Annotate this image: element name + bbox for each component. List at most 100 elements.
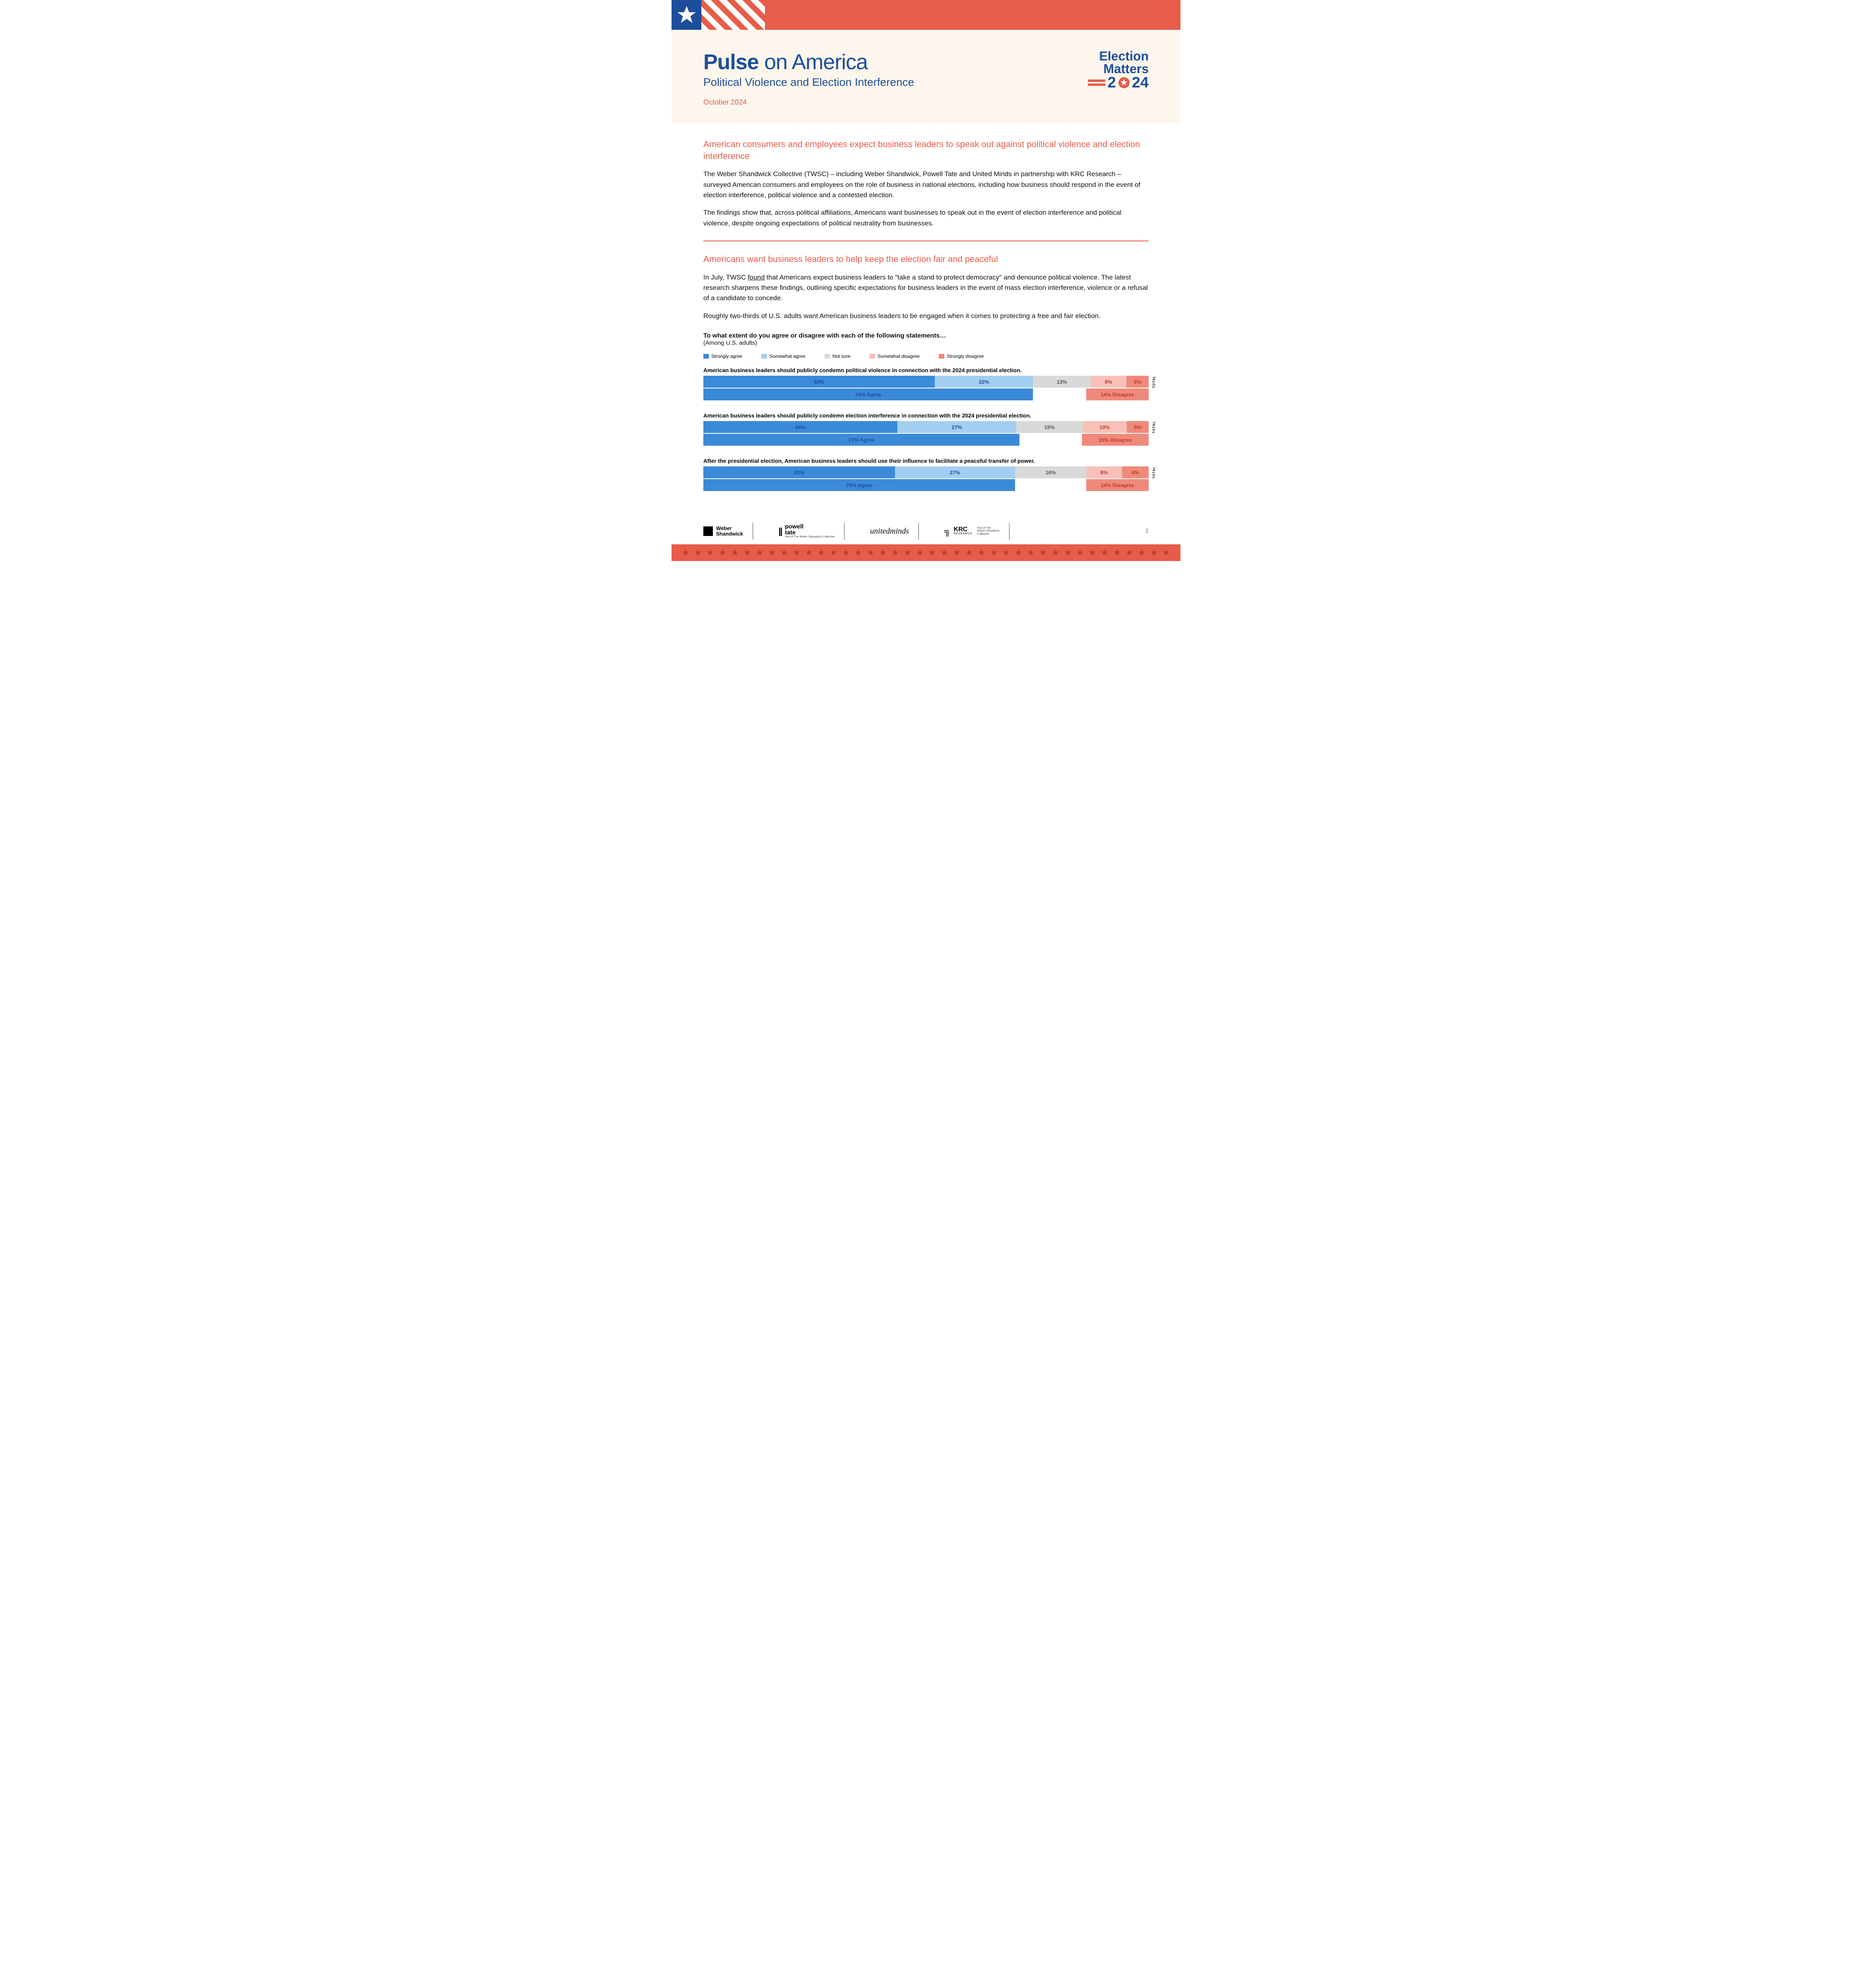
footer-star-icon: ★ xyxy=(682,547,690,558)
disagree-summary: 14% Disagree xyxy=(1086,479,1149,491)
bar-segment: 22% xyxy=(935,376,1033,388)
flag-star-block xyxy=(672,0,701,30)
logo-year-a: 2 xyxy=(1108,75,1116,90)
pt-sub: Part of The Weber Shandwick Collective xyxy=(785,536,835,539)
total-label: TOTAL xyxy=(1152,466,1156,479)
found-link[interactable]: found xyxy=(748,274,765,281)
bar-segment: 27% xyxy=(897,421,1016,433)
page-number: 1 xyxy=(1145,528,1149,535)
weber-shandwick-logo: WeberShandwick xyxy=(703,523,753,540)
bar-segment: 27% xyxy=(895,466,1015,478)
krc-sub: RESEARCH xyxy=(954,532,973,535)
header: Pulse on America Political Violence and … xyxy=(672,30,1180,122)
title-bold: Pulse xyxy=(703,50,759,74)
total-label: TOTAL xyxy=(1152,376,1156,388)
footer-star-icon: ★ xyxy=(817,547,825,558)
bar-detail-row: 52%22%13%8%5% xyxy=(703,376,1149,388)
footer-star-icon: ★ xyxy=(719,547,727,558)
footer-star-icon: ★ xyxy=(1002,547,1010,558)
title-group: Pulse on America Political Violence and … xyxy=(703,50,914,107)
p1b: that Americans expect business leaders t… xyxy=(703,274,1148,302)
footer-star-icon: ★ xyxy=(1150,547,1158,558)
legend-label: Somewhat agree xyxy=(769,353,806,359)
unitedminds-logo: unitedminds xyxy=(860,523,919,540)
footer-star-icon: ★ xyxy=(780,547,788,558)
krc-text: KRC xyxy=(954,527,973,532)
footer-star-icon: ★ xyxy=(1064,547,1072,558)
legend-swatch xyxy=(761,354,767,359)
legend-label: Not sure xyxy=(833,353,850,359)
bar-segment: 5% xyxy=(1127,421,1149,433)
krc-icon: ╗ xyxy=(944,526,951,536)
total-label: TOTAL xyxy=(1152,421,1156,433)
footer-star-icon: ★ xyxy=(1027,547,1035,558)
footer-star-icon: ★ xyxy=(756,547,764,558)
section1-head: American consumers and employees expect … xyxy=(703,138,1149,162)
bars-container: American business leaders should publicl… xyxy=(703,367,1149,491)
legend-item: Strongly disagree xyxy=(939,353,984,359)
bar-segment: 8% xyxy=(1091,376,1126,388)
date-line: October 2024 xyxy=(703,98,914,107)
bar-segment: 10% xyxy=(1083,421,1127,433)
bar-segment: 16% xyxy=(1015,466,1086,478)
footer-star-icon: ★ xyxy=(731,547,739,558)
bar-summary-row: 70% Agree 14% Disagree xyxy=(703,479,1149,491)
legend-swatch xyxy=(870,354,875,359)
flag-stripes-block xyxy=(701,0,765,30)
bar-detail-row: 44%27%15%10%5% xyxy=(703,421,1149,433)
footer-star-icon: ★ xyxy=(1101,547,1109,558)
bar-segment: 8% xyxy=(1086,466,1122,478)
bar-label: American business leaders should publicl… xyxy=(703,412,1149,419)
legend-swatch xyxy=(703,354,709,359)
chart-title: To what extent do you agree or disagree … xyxy=(703,332,1149,340)
footer-logos: WeberShandwick || powelltate Part of The… xyxy=(672,511,1180,544)
bar-segment: 43% xyxy=(703,466,895,478)
footer-star-icon: ★ xyxy=(1163,547,1171,558)
summary-gap xyxy=(1033,388,1086,400)
content: American consumers and employees expect … xyxy=(672,122,1180,511)
bar-label: American business leaders should publicl… xyxy=(703,367,1149,373)
legend-item: Somewhat disagree xyxy=(870,353,920,359)
footer-star-icon: ★ xyxy=(1052,547,1060,558)
krc-logo: ╗ KRC RESEARCH Part of TheWeber Shandwic… xyxy=(935,523,1009,540)
krc-tag: Part of TheWeber ShandwickCollective xyxy=(977,527,1000,536)
section2-head: Americans want business leaders to help … xyxy=(703,253,1149,265)
footer-star-icon: ★ xyxy=(867,547,875,558)
footer-star-icon: ★ xyxy=(1113,547,1121,558)
footer-star-icon: ★ xyxy=(744,547,751,558)
footer-star-icon: ★ xyxy=(978,547,986,558)
footer-star-icon: ★ xyxy=(990,547,998,558)
summary-gap xyxy=(1019,434,1082,446)
legend-swatch xyxy=(825,354,830,359)
footer-star-icon: ★ xyxy=(965,547,973,558)
pt-icon: || xyxy=(778,526,782,536)
bar-group: American business leaders should publicl… xyxy=(703,367,1149,400)
footer-star-icon: ★ xyxy=(842,547,850,558)
footer-star-icon: ★ xyxy=(830,547,838,558)
legend-item: Strongly agree xyxy=(703,353,742,359)
bar-segment: 15% xyxy=(1016,421,1082,433)
top-banner xyxy=(672,0,1180,30)
p1a: In July, TWSC xyxy=(703,274,748,281)
bar-group: American business leaders should publicl… xyxy=(703,412,1149,446)
footer-star-icon: ★ xyxy=(1015,547,1023,558)
legend-swatch xyxy=(939,354,944,359)
footer-star-icon: ★ xyxy=(879,547,887,558)
bar-segment: 13% xyxy=(1033,376,1091,388)
bar-segment: 52% xyxy=(703,376,935,388)
agree-summary: 70% Agree xyxy=(703,479,1015,491)
ws-text: WeberShandwick xyxy=(716,526,743,537)
footer-star-icon: ★ xyxy=(694,547,702,558)
footer-star-icon: ★ xyxy=(941,547,949,558)
legend-item: Somewhat agree xyxy=(761,353,806,359)
krc-text-wrap: KRC RESEARCH xyxy=(954,527,973,535)
footer-star-icon: ★ xyxy=(1039,547,1047,558)
summary-gap xyxy=(1015,479,1086,491)
legend-label: Strongly agree xyxy=(711,353,742,359)
section2-p1: In July, TWSC found that Americans expec… xyxy=(703,272,1149,304)
pt-text-wrap: powelltate Part of The Weber Shandwick C… xyxy=(785,524,835,539)
star-icon xyxy=(677,5,697,25)
bottom-star-bar: ★★★★★★★★★★★★★★★★★★★★★★★★★★★★★★★★★★★★★★★★ xyxy=(672,544,1180,561)
footer-star-icon: ★ xyxy=(1138,547,1146,558)
footer-star-icon: ★ xyxy=(953,547,961,558)
